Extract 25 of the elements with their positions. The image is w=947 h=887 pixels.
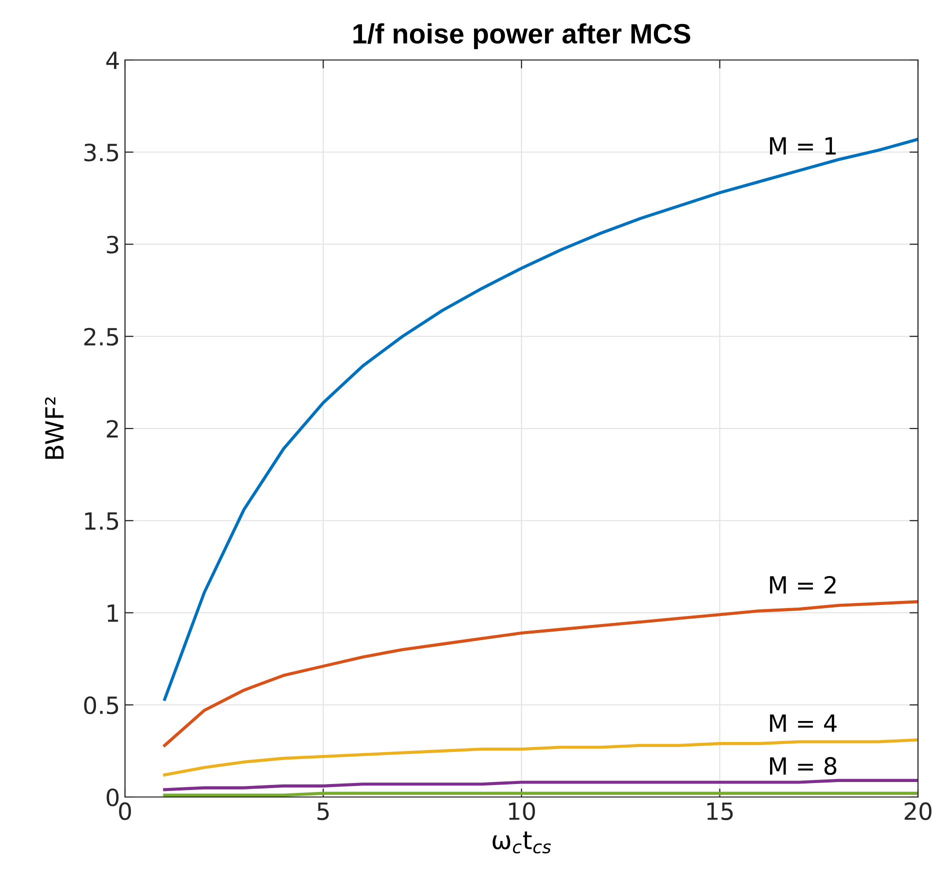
- line-series: [163, 600, 918, 747]
- series-label: M = 1: [770, 137, 836, 154]
- y-tick-label: 1.5: [85, 512, 118, 530]
- x-tick-label: 15: [707, 802, 733, 820]
- x-tick-label: 10: [509, 802, 535, 820]
- y-tick-label: 2.5: [84, 328, 118, 346]
- x-axis-title: ω$_{c}$t$_{cs}$: [492, 832, 551, 854]
- x-tick-label: 20: [904, 802, 932, 820]
- y-tick-label: 3: [106, 236, 118, 254]
- y-tick-label: 3.5: [84, 144, 118, 162]
- line-series: [163, 738, 918, 776]
- y-tick-label: 0: [106, 788, 119, 806]
- y-tick-label: 1: [108, 604, 118, 622]
- series-label: M = 2: [770, 576, 836, 594]
- y-tick-label: 0.5: [84, 696, 118, 714]
- series-label: M = 8: [770, 757, 836, 775]
- line-series: [163, 778, 918, 792]
- series-label: M = 4: [770, 714, 837, 732]
- y-axis-title: BWF²: [44, 397, 64, 459]
- line-series: [163, 138, 918, 701]
- x-tick-label: 5: [318, 802, 329, 820]
- x-tick-label: 0: [119, 802, 131, 820]
- y-tick-label: 4: [106, 52, 119, 69]
- y-tick-label: 2: [106, 420, 118, 438]
- chart-title: 1/f noise power after MCS: [353, 23, 690, 50]
